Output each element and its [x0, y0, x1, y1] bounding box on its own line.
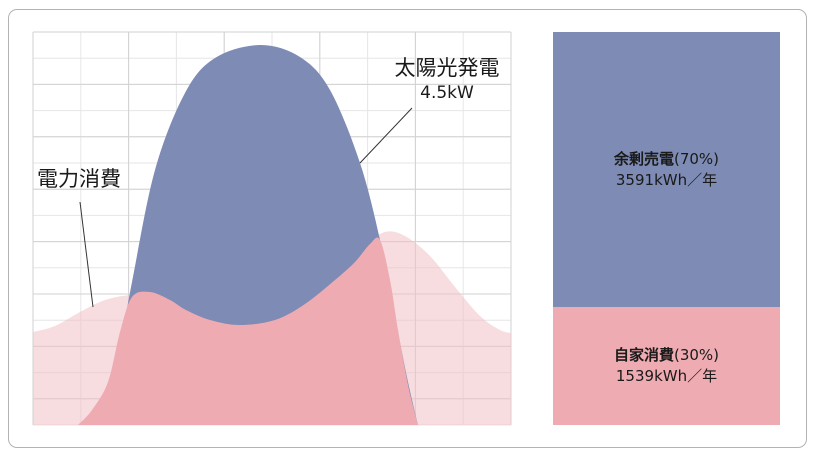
- solar-peak-label: 4.5kW: [420, 83, 474, 103]
- solar-leader-line: [359, 107, 413, 164]
- surplus-percent: (70%): [673, 149, 720, 168]
- surplus-title: 余剰売電(70%): [614, 149, 719, 170]
- self-consumption-name: 自家消費: [613, 346, 674, 364]
- consumption-leader-line: [79, 201, 94, 308]
- bar-segment-self-consumption: 自家消費(30%) 1539kWh／年: [553, 307, 780, 425]
- bar-segment-surplus: 余剰売電(70%) 3591kWh／年: [553, 32, 780, 307]
- self-consumption-area: [78, 237, 418, 425]
- stacked-bar: 余剰売電(70%) 3591kWh／年 自家消費(30%) 1539kWh／年: [553, 32, 780, 425]
- solar-label: 太陽光発電: [395, 56, 500, 80]
- surplus-value: 3591kWh／年: [615, 170, 718, 189]
- self-consumption-percent: (30%): [673, 346, 720, 364]
- self-consumption-title: 自家消費(30%): [614, 345, 719, 366]
- consumption-label: 電力消費: [37, 167, 121, 191]
- surplus-name: 余剰売電: [613, 149, 674, 168]
- self-consumption-value: 1539kWh／年: [615, 367, 718, 385]
